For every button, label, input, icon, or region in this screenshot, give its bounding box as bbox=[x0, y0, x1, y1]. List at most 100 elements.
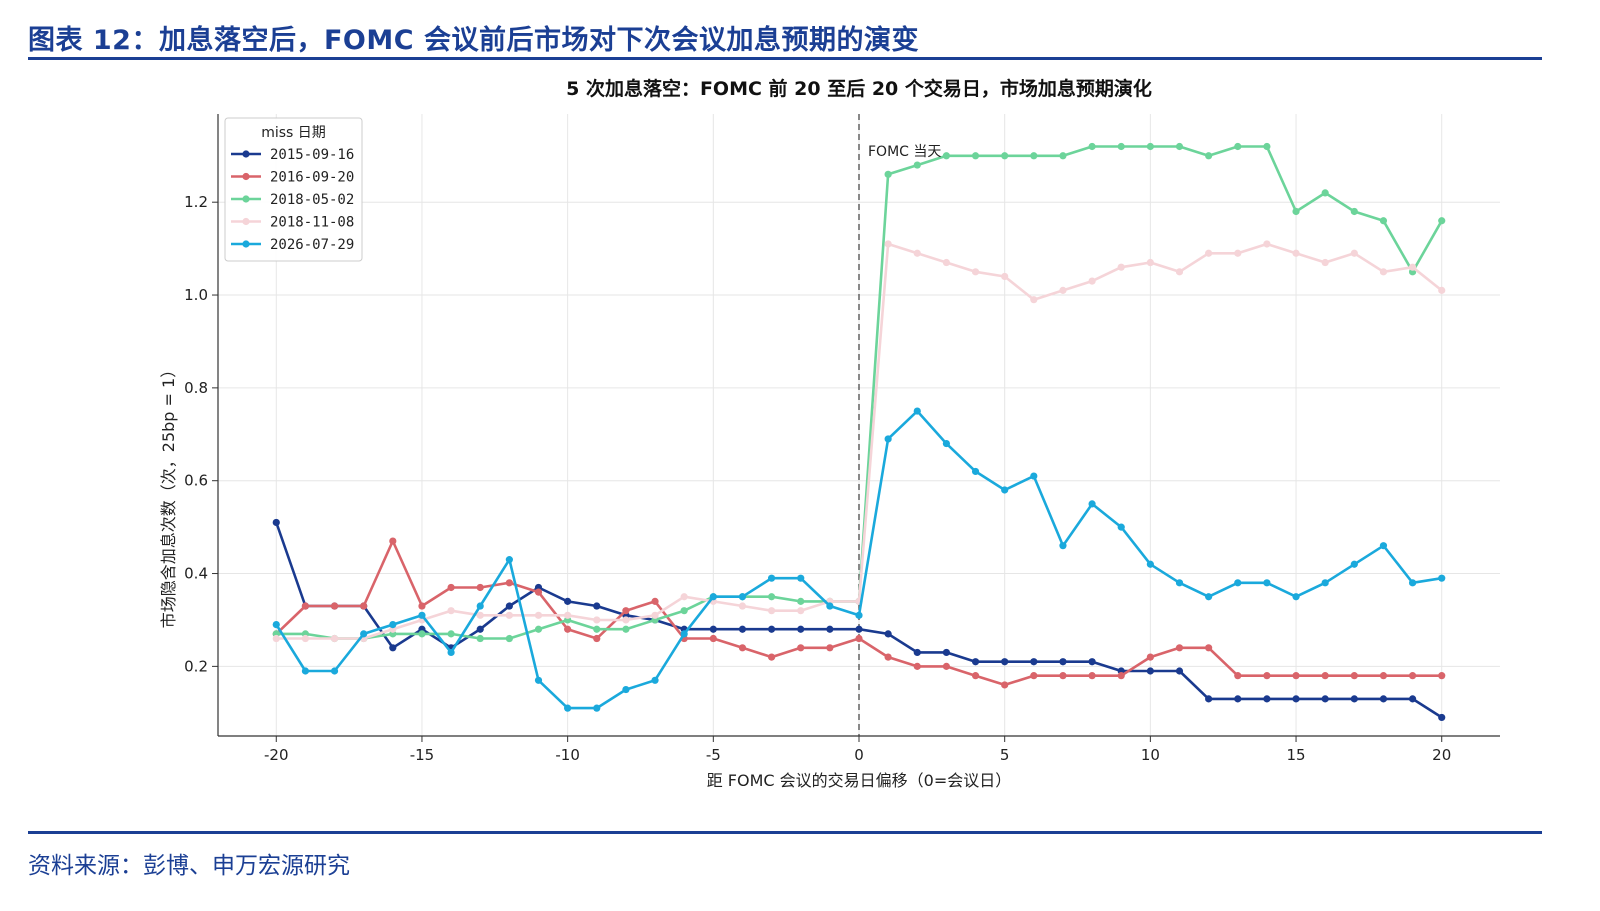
data-point bbox=[971, 152, 980, 160]
data-point bbox=[418, 611, 426, 619]
data-point bbox=[476, 602, 484, 610]
data-point bbox=[505, 579, 513, 587]
data-point bbox=[301, 634, 310, 643]
data-point bbox=[1030, 658, 1038, 666]
data-point bbox=[272, 634, 280, 643]
data-point bbox=[1117, 523, 1125, 531]
x-tick-label: 10 bbox=[1141, 746, 1160, 764]
data-point bbox=[1438, 217, 1446, 225]
data-point bbox=[476, 611, 484, 619]
legend-item: 2018-05-02 bbox=[231, 192, 354, 208]
data-point bbox=[1408, 579, 1417, 587]
data-point bbox=[622, 616, 630, 624]
data-point bbox=[1001, 486, 1009, 494]
data-point bbox=[389, 644, 397, 652]
data-point bbox=[505, 611, 513, 619]
data-point bbox=[505, 634, 513, 643]
data-point bbox=[476, 625, 484, 633]
data-point bbox=[1350, 207, 1358, 216]
data-point bbox=[651, 611, 659, 619]
data-point bbox=[971, 672, 980, 680]
line-chart: -20 -15 -10 -5 0 5 10 15 20 0.2 0.4 0.6 0.8 1.0 1.2 5 … bbox=[159, 77, 1500, 790]
data-point bbox=[1001, 681, 1009, 689]
data-point bbox=[505, 556, 513, 564]
legend-label: 2026-07-29 bbox=[270, 237, 354, 253]
y-tick-label: 1.2 bbox=[184, 193, 208, 211]
data-point bbox=[418, 602, 426, 610]
data-point bbox=[1263, 142, 1271, 151]
data-point bbox=[1292, 249, 1300, 257]
legend-label: 2018-05-02 bbox=[270, 192, 354, 208]
footer-rule bbox=[28, 831, 1542, 834]
data-point bbox=[767, 593, 776, 601]
x-tick-label: 0 bbox=[854, 746, 864, 764]
data-point bbox=[1205, 644, 1213, 652]
data-point bbox=[738, 625, 747, 633]
data-point bbox=[1234, 142, 1242, 151]
legend-item: 2018-11-08 bbox=[231, 215, 354, 231]
data-point bbox=[884, 240, 892, 248]
data-point bbox=[593, 625, 601, 633]
data-point bbox=[622, 685, 630, 694]
data-point bbox=[1321, 695, 1329, 703]
data-point bbox=[651, 676, 659, 684]
data-point bbox=[447, 648, 455, 657]
data-point bbox=[738, 602, 747, 610]
data-point bbox=[1117, 142, 1125, 151]
data-point bbox=[884, 653, 892, 661]
data-point bbox=[1408, 672, 1417, 680]
data-point bbox=[534, 588, 543, 596]
data-point bbox=[971, 658, 980, 666]
data-point bbox=[1438, 713, 1446, 722]
data-point bbox=[797, 625, 805, 633]
grid bbox=[218, 114, 1500, 736]
data-point bbox=[1408, 695, 1417, 703]
data-point bbox=[942, 648, 951, 657]
data-point bbox=[855, 634, 863, 643]
data-point bbox=[1059, 286, 1067, 294]
data-point bbox=[971, 467, 980, 476]
legend: miss 日期 2015-09-16 2016-09-20 2018-05-02 201… bbox=[224, 117, 363, 262]
data-point bbox=[360, 630, 368, 638]
header-rule bbox=[28, 57, 1542, 60]
y-tick-label: 1.0 bbox=[184, 286, 208, 304]
data-point bbox=[1001, 658, 1009, 666]
data-point bbox=[1263, 240, 1271, 248]
legend-swatch-marker bbox=[242, 150, 250, 158]
data-point bbox=[767, 625, 776, 633]
data-point bbox=[1059, 658, 1067, 666]
data-point bbox=[301, 667, 310, 675]
data-point bbox=[913, 161, 921, 169]
data-point bbox=[826, 644, 834, 652]
data-point bbox=[1059, 672, 1067, 680]
data-point bbox=[1117, 263, 1125, 271]
data-point bbox=[738, 644, 747, 652]
data-point bbox=[272, 518, 280, 527]
legend-label: 2016-09-20 bbox=[270, 170, 354, 186]
x-tick-label: 20 bbox=[1432, 746, 1451, 764]
data-point bbox=[1292, 672, 1300, 680]
data-point bbox=[1088, 142, 1096, 151]
data-point bbox=[738, 593, 747, 601]
data-point bbox=[593, 602, 601, 610]
data-point bbox=[1059, 542, 1067, 550]
data-point bbox=[1438, 672, 1446, 680]
data-point bbox=[1146, 142, 1154, 151]
data-point bbox=[797, 644, 805, 652]
data-point bbox=[942, 662, 951, 670]
data-point bbox=[1175, 142, 1184, 151]
legend-item: 2026-07-29 bbox=[231, 237, 354, 253]
figure-title: 图表 12：加息落空后，FOMC 会议前后市场对下次会议加息预期的演变 bbox=[28, 25, 919, 56]
data-point bbox=[1321, 189, 1329, 197]
legend-item: 2016-09-20 bbox=[231, 170, 354, 186]
legend-swatch-marker bbox=[242, 172, 250, 181]
data-point bbox=[1146, 560, 1154, 568]
data-point bbox=[1321, 672, 1329, 680]
data-point bbox=[680, 607, 688, 615]
data-point bbox=[767, 574, 776, 582]
data-point bbox=[1234, 249, 1242, 257]
legend-label: 2018-11-08 bbox=[270, 215, 354, 231]
data-point bbox=[1321, 258, 1329, 267]
data-point bbox=[1088, 500, 1096, 508]
data-point bbox=[1146, 258, 1154, 267]
